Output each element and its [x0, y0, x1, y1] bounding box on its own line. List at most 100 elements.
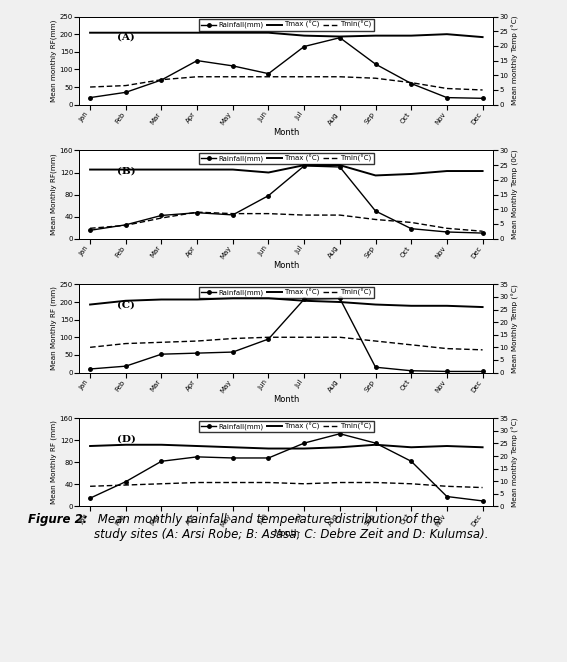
Tmin(°C) — [443, 483, 450, 491]
Rainfall(mm) — [336, 295, 343, 303]
Rainfall(mm) — [443, 493, 450, 500]
Tmax (°C) — [301, 445, 307, 453]
Tmin(°C) — [372, 479, 379, 487]
Rainfall(mm) — [336, 34, 343, 42]
X-axis label: Month: Month — [273, 128, 299, 136]
Rainfall(mm) — [408, 367, 414, 375]
Y-axis label: Mean Monthly RF (mm): Mean Monthly RF (mm) — [50, 287, 57, 371]
Tmax (°C) — [408, 302, 414, 310]
Rainfall(mm) — [301, 42, 307, 50]
Rainfall(mm) — [408, 79, 414, 87]
Tmin(°C) — [230, 479, 236, 487]
Y-axis label: Mean Monthly Temp (0C): Mean Monthly Temp (0C) — [511, 150, 518, 240]
Tmin(°C) — [87, 344, 94, 352]
Tmax (°C) — [408, 32, 414, 40]
Rainfall(mm) — [87, 495, 94, 502]
X-axis label: Month: Month — [273, 530, 299, 538]
Tmax (°C) — [336, 32, 343, 40]
Tmax (°C) — [230, 166, 236, 173]
Line: Tmax (°C): Tmax (°C) — [90, 445, 483, 449]
Tmax (°C) — [158, 166, 165, 173]
Rainfall(mm) — [336, 430, 343, 438]
Rainfall(mm) — [265, 192, 272, 200]
Text: (C): (C) — [117, 301, 134, 309]
Tmax (°C) — [301, 32, 307, 40]
Line: Tmax (°C): Tmax (°C) — [90, 299, 483, 307]
Rainfall(mm) — [87, 226, 94, 234]
Y-axis label: Mean Monthly Temp (°C): Mean Monthly Temp (°C) — [511, 284, 519, 373]
Tmax (°C) — [122, 297, 129, 305]
Y-axis label: Mean Monthly RF(mm): Mean Monthly RF(mm) — [50, 154, 57, 235]
Tmax (°C) — [443, 302, 450, 310]
Tmax (°C) — [122, 28, 129, 36]
Tmin(°C) — [87, 83, 94, 91]
Rainfall(mm) — [122, 88, 129, 96]
Rainfall(mm) — [87, 365, 94, 373]
Tmax (°C) — [372, 301, 379, 308]
Rainfall(mm) — [122, 221, 129, 229]
Tmax (°C) — [372, 441, 379, 449]
Tmin(°C) — [194, 208, 201, 216]
Tmin(°C) — [230, 210, 236, 218]
Tmax (°C) — [372, 32, 379, 40]
Rainfall(mm) — [372, 363, 379, 371]
Text: (D): (D) — [117, 434, 136, 443]
Tmax (°C) — [336, 298, 343, 306]
Tmin(°C) — [194, 73, 201, 81]
Tmin(°C) — [301, 480, 307, 488]
Rainfall(mm) — [372, 60, 379, 68]
Rainfall(mm) — [372, 207, 379, 215]
Text: Figure 2:: Figure 2: — [28, 513, 88, 526]
Tmin(°C) — [372, 337, 379, 345]
Y-axis label: Mean Monthly RF (mm): Mean Monthly RF (mm) — [50, 420, 57, 504]
Tmin(°C) — [265, 479, 272, 487]
Rainfall(mm) — [479, 95, 486, 103]
Tmin(°C) — [372, 74, 379, 82]
Rainfall(mm) — [479, 229, 486, 237]
Tmin(°C) — [479, 227, 486, 235]
Tmax (°C) — [194, 166, 201, 173]
X-axis label: Month: Month — [273, 395, 299, 404]
Rainfall(mm) — [443, 367, 450, 375]
Tmin(°C) — [122, 221, 129, 229]
Legend: Rainfall(mm), Tmax (°C), Tmin(°C): Rainfall(mm), Tmax (°C), Tmin(°C) — [199, 153, 374, 164]
Tmin(°C) — [230, 73, 236, 81]
Line: Tmin(°C): Tmin(°C) — [90, 337, 483, 350]
Tmax (°C) — [230, 444, 236, 451]
Tmax (°C) — [158, 295, 165, 303]
Tmax (°C) — [87, 442, 94, 450]
Tmin(°C) — [265, 73, 272, 81]
Tmin(°C) — [122, 81, 129, 89]
Rainfall(mm) — [158, 350, 165, 358]
Tmax (°C) — [479, 167, 486, 175]
Rainfall(mm) — [158, 76, 165, 84]
Rainfall(mm) — [87, 93, 94, 101]
Tmax (°C) — [336, 161, 343, 169]
Tmax (°C) — [408, 444, 414, 451]
Tmin(°C) — [372, 216, 379, 224]
Tmax (°C) — [443, 167, 450, 175]
Tmin(°C) — [158, 214, 165, 222]
Rainfall(mm) — [265, 454, 272, 462]
Line: Rainfall(mm): Rainfall(mm) — [88, 164, 484, 235]
Tmax (°C) — [265, 295, 272, 303]
Tmax (°C) — [479, 444, 486, 451]
Tmin(°C) — [230, 334, 236, 342]
Tmax (°C) — [87, 301, 94, 308]
Tmax (°C) — [194, 295, 201, 303]
Rainfall(mm) — [479, 497, 486, 505]
Rainfall(mm) — [194, 453, 201, 461]
Tmin(°C) — [336, 211, 343, 219]
Rainfall(mm) — [301, 162, 307, 170]
Y-axis label: Mean monthly Temp (°C): Mean monthly Temp (°C) — [511, 418, 519, 507]
Tmax (°C) — [336, 444, 343, 451]
Tmax (°C) — [194, 442, 201, 450]
Y-axis label: Mean monthly Temp (°C): Mean monthly Temp (°C) — [511, 16, 519, 105]
Rainfall(mm) — [336, 163, 343, 171]
Tmin(°C) — [122, 340, 129, 348]
Rainfall(mm) — [408, 457, 414, 465]
Tmax (°C) — [301, 161, 307, 169]
Tmax (°C) — [122, 441, 129, 449]
Tmax (°C) — [122, 166, 129, 173]
Tmin(°C) — [479, 86, 486, 94]
